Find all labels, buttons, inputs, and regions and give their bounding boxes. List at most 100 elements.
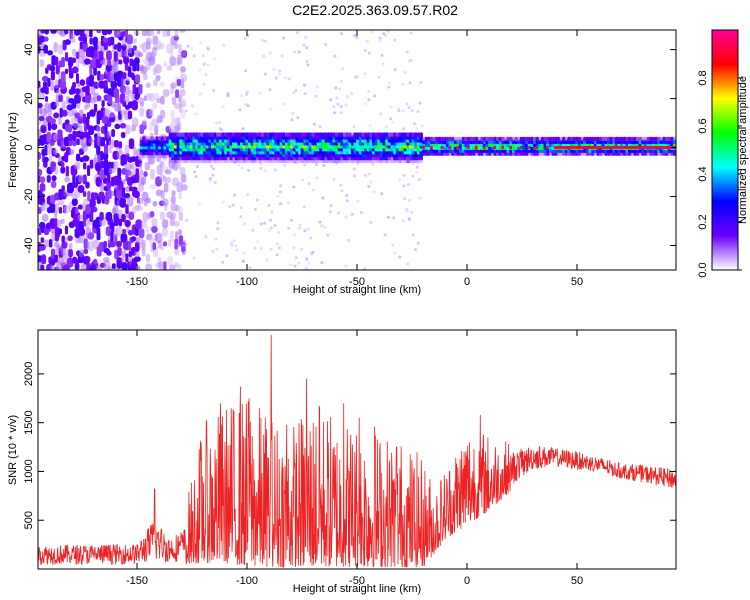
heatmap-cell bbox=[672, 136, 676, 142]
heatmap-cell bbox=[386, 30, 390, 33]
heatmap-cell bbox=[54, 56, 59, 66]
heatmap-cell bbox=[113, 140, 119, 148]
heatmap-cell bbox=[68, 243, 73, 250]
heatmap-cell bbox=[134, 241, 140, 252]
heatmap-cell bbox=[190, 104, 194, 108]
heatmap-cell bbox=[159, 211, 166, 221]
heatmap-cell bbox=[50, 180, 57, 189]
heatmap-cell bbox=[213, 57, 217, 61]
heatmap-cell bbox=[68, 70, 74, 79]
heatmap-cell bbox=[173, 221, 180, 227]
heatmap-cell bbox=[316, 132, 321, 137]
heatmap-cell bbox=[71, 66, 79, 74]
heatmap-cell bbox=[259, 166, 263, 170]
heatmap-cell bbox=[256, 240, 260, 244]
heatmap-cell bbox=[119, 123, 127, 129]
heatmap-cell bbox=[113, 204, 119, 214]
heatmap-cell bbox=[64, 119, 70, 125]
heatmap-cell bbox=[104, 158, 109, 170]
heatmap-cell bbox=[297, 226, 301, 230]
heatmap-cell bbox=[276, 194, 280, 198]
heatmap-cell bbox=[183, 239, 187, 243]
heatmap-cell bbox=[177, 122, 181, 131]
heatmap-cell bbox=[340, 132, 344, 137]
heatmap-cell bbox=[74, 262, 80, 270]
heatmap-cell bbox=[329, 132, 334, 137]
heatmap-cell bbox=[79, 30, 85, 37]
heatmap-cell bbox=[268, 228, 272, 232]
heatmap-cell bbox=[194, 112, 198, 116]
heatmap-cell bbox=[298, 132, 302, 137]
heatmap-cell bbox=[300, 247, 304, 251]
colorbar: 0.0 0.2 0.4 0.6 0.8 Normalized spectral ampl… bbox=[697, 29, 749, 278]
colorbar-ticks: 0.0 0.2 0.4 0.6 0.8 bbox=[697, 70, 742, 278]
heatmap-cell bbox=[559, 136, 563, 142]
heatmap-cell bbox=[248, 266, 252, 270]
heatmap-cell bbox=[76, 57, 80, 68]
heatmap-cell bbox=[79, 131, 85, 140]
heatmap-cell bbox=[110, 231, 114, 242]
heatmap-cell bbox=[152, 200, 158, 207]
heatmap-cell bbox=[55, 64, 60, 75]
heatmap-cell bbox=[134, 250, 140, 258]
heatmap-cell bbox=[240, 166, 244, 170]
heatmap-cell bbox=[580, 136, 585, 142]
heatmap-cell bbox=[106, 50, 112, 61]
heatmap-cell bbox=[307, 261, 311, 265]
heatmap-cell bbox=[89, 198, 96, 208]
heatmap-cell bbox=[49, 194, 56, 204]
heatmap-cell bbox=[132, 84, 137, 95]
heatmap-cell bbox=[192, 132, 196, 137]
heatmap-cell bbox=[176, 78, 182, 87]
heatmap-cell bbox=[75, 73, 79, 84]
heatmap-cell bbox=[54, 227, 61, 238]
heatmap-cell bbox=[107, 265, 112, 270]
heatmap-cell bbox=[142, 211, 148, 222]
heatmap-cell bbox=[58, 207, 63, 214]
heatmap-cell bbox=[309, 236, 313, 240]
heatmap-cell bbox=[315, 85, 319, 89]
heatmap-cell bbox=[179, 30, 187, 33]
heatmap-cell bbox=[397, 106, 401, 110]
heatmap-cell bbox=[54, 166, 59, 175]
heatmap-cell bbox=[119, 197, 126, 208]
heatmap-cell bbox=[320, 261, 324, 265]
heatmap-cell bbox=[390, 132, 394, 137]
heatmap-cell bbox=[155, 189, 163, 197]
heatmap-cell bbox=[401, 132, 405, 137]
heatmap-cell bbox=[68, 248, 73, 258]
heatmap-cell bbox=[44, 239, 49, 248]
heatmap-cell bbox=[83, 122, 88, 132]
heatmap-cell bbox=[263, 132, 268, 137]
heatmap-cell bbox=[189, 132, 194, 137]
heatmap-cell bbox=[50, 81, 55, 91]
heatmap-cell bbox=[197, 132, 202, 137]
heatmap-cell bbox=[113, 88, 120, 99]
heatmap-cell bbox=[88, 138, 94, 144]
heatmap-cell bbox=[128, 138, 135, 150]
heatmap-cell bbox=[651, 136, 656, 142]
heatmap-cell bbox=[39, 183, 46, 192]
heatmap-cell bbox=[67, 123, 72, 133]
heatmap-cell bbox=[221, 200, 225, 204]
heatmap-cell bbox=[612, 136, 616, 142]
heatmap-cell bbox=[514, 136, 519, 142]
heatmap-cell bbox=[88, 79, 95, 87]
heatmap-cell bbox=[123, 55, 130, 65]
heatmap-cell bbox=[215, 247, 219, 251]
heatmap-cell bbox=[160, 81, 165, 87]
heatmap-cell bbox=[162, 175, 167, 183]
heatmap-cell bbox=[170, 212, 177, 220]
heatmap-cell bbox=[242, 251, 246, 255]
heatmap-cell bbox=[373, 94, 377, 98]
heatmap-cell bbox=[509, 136, 513, 142]
heatmap-cell bbox=[103, 80, 108, 88]
heatmap-cell bbox=[117, 176, 122, 186]
heatmap-cell bbox=[461, 136, 466, 142]
heatmap-cell bbox=[485, 136, 489, 142]
heatmap-cell bbox=[117, 42, 122, 52]
heatmap-cell bbox=[171, 96, 176, 105]
heatmap-cell bbox=[226, 92, 230, 96]
heatmap-cell bbox=[98, 191, 105, 201]
heatmap-cell bbox=[244, 69, 248, 73]
